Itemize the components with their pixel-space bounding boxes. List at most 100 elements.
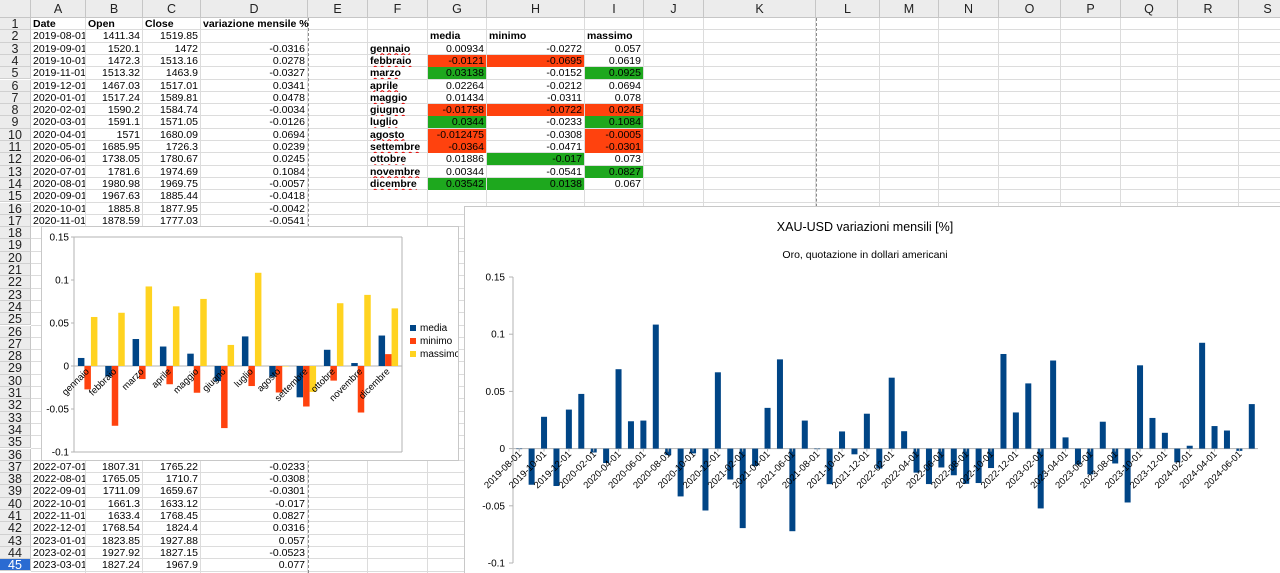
cell-close[interactable]: 1517.01 <box>160 79 198 92</box>
cell-media[interactable]: -0.01758 <box>428 104 486 117</box>
select-all-corner[interactable] <box>0 0 31 18</box>
cell-close[interactable]: 1463.9 <box>165 67 198 80</box>
row-header[interactable]: 45 <box>0 559 31 572</box>
cell-close[interactable]: 1472 <box>174 42 198 55</box>
cell-open[interactable]: 1661.3 <box>107 497 140 510</box>
cell-close[interactable]: 1659.67 <box>160 485 198 498</box>
cell-open[interactable]: 1823.85 <box>102 534 140 547</box>
column-header[interactable]: E <box>308 0 368 18</box>
cell-variation[interactable] <box>201 30 307 42</box>
row-header[interactable]: 10 <box>0 128 31 141</box>
month-label[interactable]: dicembre <box>370 177 417 190</box>
cell-close[interactable]: 1513.16 <box>160 54 198 67</box>
cell-open[interactable]: 1781.6 <box>107 165 140 178</box>
cell-close[interactable]: 1777.03 <box>160 214 198 227</box>
row-header[interactable]: 16 <box>0 202 31 215</box>
row-header[interactable]: 40 <box>0 497 31 510</box>
row-header[interactable]: 20 <box>0 251 31 264</box>
column-header[interactable]: D <box>201 0 308 18</box>
row-header[interactable]: 7 <box>0 91 31 105</box>
cell-variation[interactable]: -0.0418 <box>269 190 305 203</box>
cell-close[interactable]: 1726.3 <box>165 141 198 153</box>
cell-open[interactable]: 1827.24 <box>102 559 140 572</box>
row-header[interactable]: 21 <box>0 264 31 277</box>
cell-close[interactable]: 1824.4 <box>165 522 198 535</box>
row-header[interactable]: 44 <box>0 546 31 560</box>
cell-date[interactable]: 2022-10-01 <box>33 497 85 510</box>
cell-media[interactable]: 0.01434 <box>446 91 484 104</box>
cell-minimo[interactable]: -0.017 <box>487 153 584 166</box>
month-label[interactable]: maggio <box>370 91 408 104</box>
cell-media[interactable]: -0.0364 <box>428 141 486 153</box>
month-label[interactable]: ottobre <box>370 153 407 166</box>
cell-open[interactable]: 1878.59 <box>102 214 140 227</box>
cell-close[interactable]: 1974.69 <box>160 165 198 178</box>
cell-open[interactable]: 1472.3 <box>107 54 140 67</box>
cell-variation[interactable]: -0.0057 <box>269 177 305 190</box>
cell-open[interactable]: 1467.03 <box>102 79 140 92</box>
cell-close[interactable]: 1571.05 <box>160 116 198 129</box>
cell-open[interactable]: 1967.63 <box>102 190 140 203</box>
column-header[interactable]: M <box>880 0 939 18</box>
column-header[interactable]: N <box>939 0 999 18</box>
cell-close[interactable]: 1768.45 <box>160 510 198 522</box>
cell-variation[interactable]: -0.0308 <box>269 473 305 486</box>
cell-date[interactable]: 2020-08-01 <box>33 177 85 190</box>
cell-media[interactable]: 0.03138 <box>428 67 486 80</box>
cell-close[interactable]: 1967.9 <box>165 559 198 572</box>
row-header[interactable]: 1 <box>0 18 31 31</box>
cell-date[interactable]: 2019-09-01 <box>33 42 85 55</box>
column-header[interactable]: L <box>816 0 880 18</box>
cell-variation[interactable]: -0.0316 <box>269 42 305 55</box>
cell-open[interactable]: 1768.54 <box>102 522 140 535</box>
cell-date[interactable]: 2020-06-01 <box>33 153 85 166</box>
cell-minimo[interactable]: -0.0695 <box>487 54 584 67</box>
column-header[interactable]: G <box>428 0 487 18</box>
cell-date[interactable]: 2020-05-01 <box>33 141 85 153</box>
cell-minimo[interactable]: -0.0272 <box>546 42 582 55</box>
row-header[interactable]: 25 <box>0 313 31 326</box>
cell-variation[interactable]: 0.0239 <box>272 141 305 153</box>
cell-open[interactable]: 1927.92 <box>102 546 140 559</box>
cell-open[interactable]: 1517.24 <box>102 91 140 104</box>
row-header[interactable]: 12 <box>0 153 31 166</box>
column-header[interactable]: Q <box>1121 0 1178 18</box>
cell-date[interactable]: 2022-12-01 <box>33 522 85 535</box>
cell-date[interactable]: 2020-07-01 <box>33 165 85 178</box>
row-header[interactable]: 9 <box>0 116 31 129</box>
row-header[interactable]: 35 <box>0 436 31 449</box>
column-header[interactable]: I <box>585 0 644 18</box>
cell-close[interactable]: 1877.95 <box>160 202 198 215</box>
row-header[interactable]: 18 <box>0 227 31 240</box>
header-open[interactable]: Open <box>88 18 115 30</box>
row-header[interactable]: 19 <box>0 239 31 252</box>
row-header[interactable]: 22 <box>0 276 31 289</box>
row-header[interactable]: 39 <box>0 485 31 498</box>
cell-media[interactable]: 0.03542 <box>428 177 486 190</box>
cell-variation[interactable]: -0.0126 <box>269 116 305 129</box>
cell-variation[interactable]: 0.057 <box>278 534 305 547</box>
cell-date[interactable]: 2023-02-01 <box>33 546 85 559</box>
row-header[interactable]: 14 <box>0 177 31 191</box>
month-label[interactable]: febbraio <box>370 54 412 67</box>
row-header[interactable]: 26 <box>0 325 31 338</box>
row-header[interactable]: 41 <box>0 510 31 523</box>
cell-open[interactable]: 1520.1 <box>107 42 140 55</box>
cell-massimo[interactable]: 0.0694 <box>608 79 641 92</box>
cell-open[interactable]: 1980.98 <box>102 177 140 190</box>
row-header[interactable]: 34 <box>0 423 31 437</box>
row-header[interactable]: 30 <box>0 374 31 387</box>
cell-close[interactable]: 1927.88 <box>160 534 198 547</box>
cell-variation[interactable]: -0.0233 <box>269 460 305 473</box>
row-header[interactable]: 15 <box>0 190 31 203</box>
cell-variation[interactable]: -0.0541 <box>269 214 305 227</box>
month-label[interactable]: gennaio <box>370 42 411 55</box>
row-header[interactable]: 43 <box>0 534 31 547</box>
row-header[interactable]: 2 <box>0 30 31 43</box>
column-header[interactable]: P <box>1061 0 1121 18</box>
row-header[interactable]: 27 <box>0 337 31 351</box>
cell-close[interactable]: 1589.81 <box>160 91 198 104</box>
cell-variation[interactable]: 0.0245 <box>272 153 305 166</box>
column-header[interactable]: R <box>1178 0 1239 18</box>
cell-date[interactable]: 2022-09-01 <box>33 485 85 498</box>
